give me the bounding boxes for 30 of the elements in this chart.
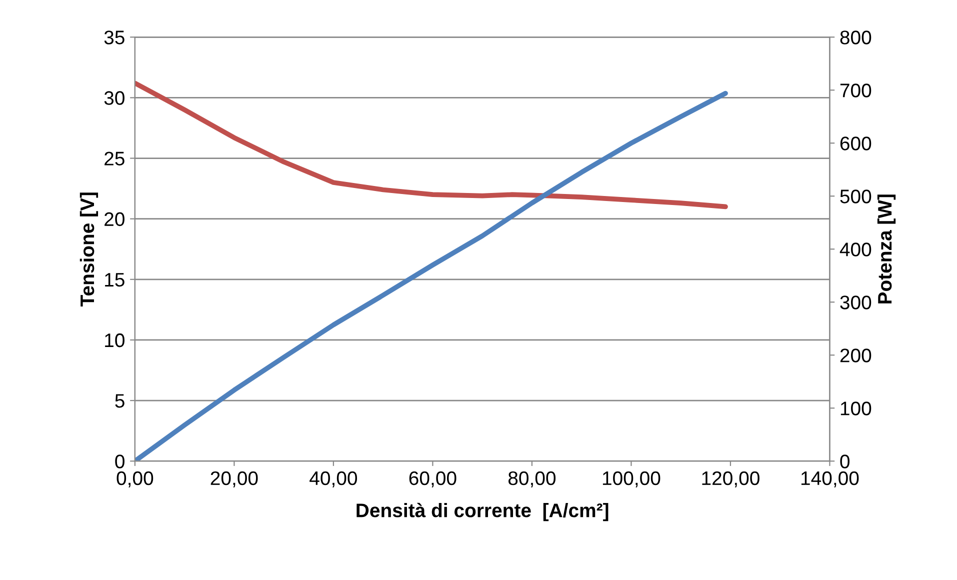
y2-tick-label: 300: [840, 296, 872, 310]
y-tick-label: 30: [104, 91, 124, 105]
y-axis-title: Tensione [V]: [80, 192, 98, 307]
y2-axis-title: Potenza [W]: [877, 194, 896, 304]
y2-tick-label: 200: [840, 348, 872, 362]
x-tick-label: 80,00: [508, 471, 556, 488]
x-tick-label: 20,00: [210, 471, 258, 488]
x-tick-label: 100,00: [602, 471, 660, 488]
y2-tick-label: 100: [840, 402, 872, 416]
x-tick-label: 140,00: [801, 471, 859, 488]
x-tick-label: 60,00: [409, 471, 456, 488]
line-series: [134, 80, 728, 210]
x-tick-label: 0,00: [116, 471, 154, 488]
y2-tick-label: 0: [840, 454, 850, 468]
y-tick-label: 15: [105, 273, 124, 287]
y2-tick-label: 700: [840, 84, 872, 98]
y-tick-label: 0: [115, 454, 124, 468]
y2-tick-label: 400: [840, 242, 872, 256]
y-tick-label: 35: [104, 30, 124, 44]
x-tick-label: 120,00: [702, 471, 760, 488]
x-axis-title: Densità di corrente [A/cm²]: [356, 502, 608, 522]
y2-tick-label: 800: [840, 30, 872, 44]
y2-tick-label: 500: [840, 190, 872, 204]
y-tick-label: 10: [105, 333, 124, 348]
y-tick-label: 20: [104, 212, 124, 226]
y2-tick-label: 600: [840, 136, 872, 150]
y-tick-label: 25: [104, 152, 124, 166]
line-series: [134, 90, 728, 462]
y-tick-label: 5: [115, 394, 124, 408]
x-tick-label: 40,00: [310, 471, 358, 488]
